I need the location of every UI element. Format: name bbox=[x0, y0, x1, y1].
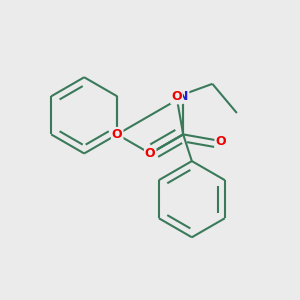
Text: O: O bbox=[112, 128, 122, 141]
Text: O: O bbox=[171, 90, 182, 104]
Text: N: N bbox=[178, 90, 188, 103]
Text: O: O bbox=[215, 134, 226, 148]
Text: O: O bbox=[145, 147, 155, 160]
